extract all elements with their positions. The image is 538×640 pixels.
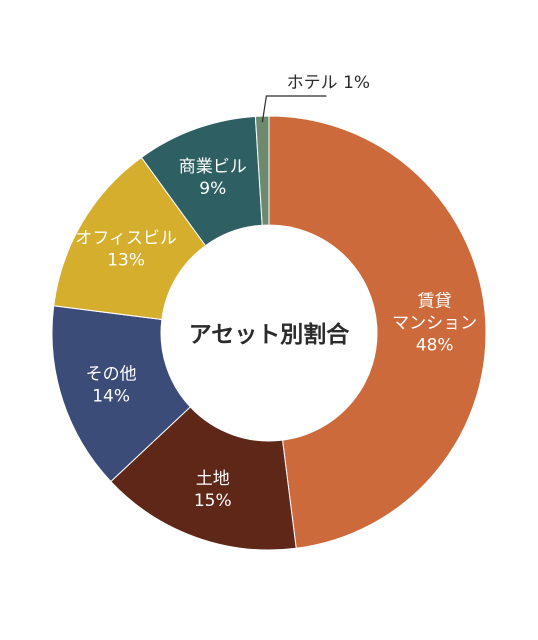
slice-category-label: オフィスビル	[75, 228, 177, 248]
slice-value-label: 14%	[92, 386, 130, 406]
donut-slice	[110, 406, 297, 551]
slice-value-label: 13%	[107, 250, 145, 270]
slice-category-label: その他	[86, 364, 137, 384]
slice-category-label: 賃貸	[418, 292, 452, 312]
donut-slice	[254, 115, 270, 226]
callout-leader-line	[261, 95, 327, 123]
donut-slice	[268, 115, 487, 549]
donut-slices	[51, 115, 487, 551]
slice-category-label: 土地	[196, 469, 230, 489]
slice-category-label: 商業ビル	[179, 157, 247, 177]
callout-label: ホテル 1%	[287, 73, 370, 93]
slice-value-label: 15%	[194, 491, 232, 511]
slice-value-label: 48%	[416, 336, 454, 356]
slice-value-label: 9%	[199, 179, 226, 199]
slice-category-label: マンション	[392, 314, 477, 334]
chart-title: アセット別割合	[189, 321, 351, 348]
donut-slice	[51, 305, 191, 483]
